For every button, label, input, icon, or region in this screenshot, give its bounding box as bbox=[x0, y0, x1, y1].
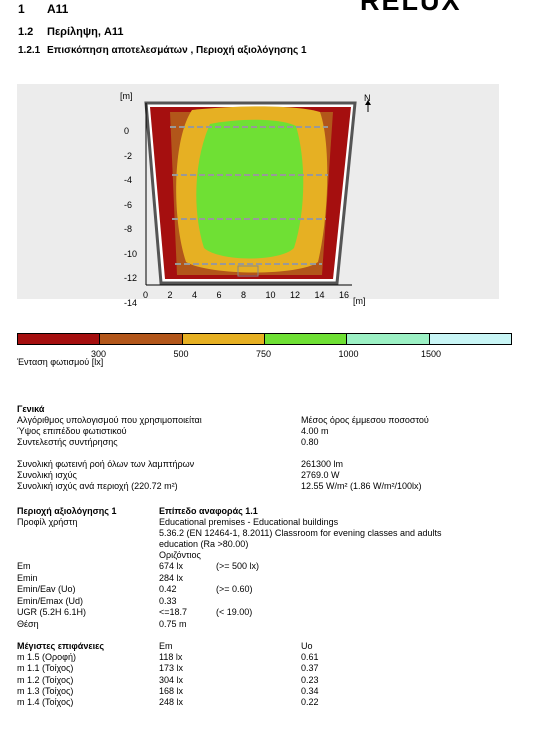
surface-uo: 0.61 bbox=[301, 652, 319, 662]
surface-name: m 1.3 (Τοίχος) bbox=[17, 685, 74, 696]
general-row-value: 4.00 m bbox=[301, 426, 329, 436]
y-tick-label: -8 bbox=[124, 224, 133, 234]
x-tick-label: 12 bbox=[290, 290, 301, 300]
profile-label: Προφίλ χρήστη bbox=[17, 517, 78, 527]
north-arrow-head bbox=[365, 100, 371, 105]
surface-em: 304 lx bbox=[159, 674, 184, 685]
surfaces-col-em: Em bbox=[159, 641, 173, 651]
x-tick-label: 0 bbox=[143, 290, 149, 300]
x-tick-label: 6 bbox=[216, 290, 222, 300]
evaluation-value: 0.33 bbox=[159, 595, 177, 606]
subsection-number: 1.2.1 bbox=[18, 45, 41, 56]
reference-plane-heading: Επίπεδο αναφοράς 1.1 bbox=[159, 506, 258, 516]
surface-name: m 1.2 (Τοίχος) bbox=[17, 674, 74, 685]
scale-segment bbox=[429, 334, 511, 344]
section-title: Περίληψη, A11 bbox=[47, 26, 124, 38]
surface-em: 173 lx bbox=[159, 663, 184, 674]
y-tick-label: -6 bbox=[124, 199, 133, 210]
general-row-value: 2769.0 W bbox=[301, 470, 340, 480]
x-tick-label: 8 bbox=[241, 290, 247, 300]
surface-name: m 1.1 (Τοίχος) bbox=[17, 663, 74, 674]
zone-750-1000 bbox=[196, 119, 304, 259]
evaluation-heading: Περιοχή αξιολόγησης 1 bbox=[17, 506, 117, 516]
chapter-title: A11 bbox=[47, 2, 69, 16]
surface-uo: 0.22 bbox=[301, 697, 319, 708]
evaluation-value: 0.42 bbox=[159, 584, 177, 594]
surface-name: m 1.5 (Οροφή) bbox=[17, 652, 76, 662]
north-label: N bbox=[364, 93, 371, 103]
profile-line: Educational premises - Educational build… bbox=[159, 517, 339, 527]
y-unit-label: [m] bbox=[120, 91, 133, 101]
x-tick-label: 2 bbox=[167, 290, 173, 300]
evaluation-value: 674 lx bbox=[159, 561, 184, 571]
x-tick-label: 16 bbox=[339, 290, 350, 300]
evaluation-value: 284 lx bbox=[159, 572, 184, 583]
surfaces-heading: Μέγιστες επιφάνειες bbox=[17, 641, 105, 651]
surface-em: 118 lx bbox=[159, 652, 183, 662]
y-tick-label: -4 bbox=[124, 175, 133, 185]
profile-line: education (Ra >80.00) bbox=[159, 539, 249, 549]
surface-em: 248 lx bbox=[159, 697, 184, 708]
subsection-title: Επισκόπηση αποτελεσμάτων , Περιοχή αξιολ… bbox=[47, 45, 307, 56]
general-row-value: Μέσος όρος έμμεσου ποσοστού bbox=[301, 415, 429, 425]
y-tick-label: -14 bbox=[124, 297, 138, 308]
scale-label: 1500 bbox=[421, 349, 442, 359]
evaluation-label: UGR (5.2H 6.1H) bbox=[17, 607, 87, 617]
evaluation-value: 0.75 m bbox=[159, 618, 187, 629]
general-row-value: 12.55 W/m² (1.86 W/m²/100lx) bbox=[301, 481, 422, 491]
scale-label: 1000 bbox=[338, 349, 359, 359]
scale-segment bbox=[100, 334, 183, 344]
x-tick-label: 4 bbox=[192, 290, 198, 300]
scale-label: 750 bbox=[256, 349, 272, 359]
relux-logo: RELUX bbox=[360, 0, 462, 16]
y-tick-label: -2 bbox=[124, 150, 133, 161]
general-heading: Γενικά bbox=[17, 404, 45, 414]
surface-uo: 0.23 bbox=[301, 674, 319, 685]
general-row-label: Αλγόριθμος υπολογισμού που χρησιμοποιείτ… bbox=[17, 415, 202, 425]
illuminance-color-scale bbox=[17, 333, 512, 345]
evaluation-label: Emin/Emax (Ud) bbox=[17, 595, 84, 606]
chapter-number: 1 bbox=[18, 2, 25, 16]
scale-segment bbox=[182, 334, 265, 344]
general-row-value: 261300 lm bbox=[301, 459, 344, 469]
scale-segment bbox=[347, 334, 430, 344]
evaluation-label: Em bbox=[17, 561, 31, 571]
evaluation-label: Θέση bbox=[17, 618, 39, 629]
general-row-value: 0.80 bbox=[301, 437, 319, 447]
general-row-label: Συνολική ισχύς ανά περιοχή (220.72 m²) bbox=[17, 481, 178, 491]
x-unit-label: [m] bbox=[353, 296, 366, 306]
general-row-label: Συνολική φωτεινή ροή όλων των λαμπτήρων bbox=[17, 459, 195, 469]
luminaire-rows bbox=[170, 126, 328, 265]
scale-label: 300 bbox=[91, 349, 107, 359]
general-row-label: Ύψος επιπέδου φωτιστικού bbox=[17, 426, 127, 436]
profile-line: Οριζόντιος bbox=[159, 550, 201, 560]
evaluation-value: <=18.7 bbox=[159, 607, 188, 617]
scale-label: 500 bbox=[173, 349, 189, 359]
x-tick-label: 10 bbox=[265, 290, 276, 300]
general-row-label: Συντελεστής συντήρησης bbox=[17, 437, 118, 447]
evaluation-label: Emin/Eav (Uo) bbox=[17, 584, 76, 594]
evaluation-requirement: (< 19.00) bbox=[216, 607, 253, 617]
scale-segment bbox=[264, 334, 348, 344]
evaluation-label: Emin bbox=[17, 572, 38, 583]
y-tick-label: -12 bbox=[124, 273, 138, 283]
x-tick-label: 14 bbox=[314, 290, 325, 300]
profile-line: 5.36.2 (EN 12464-1, 8.2011) Classroom fo… bbox=[159, 528, 442, 538]
y-tick-label: 0 bbox=[124, 126, 130, 136]
door-marker bbox=[237, 265, 259, 277]
surfaces-col-uo: Uo bbox=[301, 641, 313, 651]
surface-em: 168 lx bbox=[159, 685, 184, 696]
section-number: 1.2 bbox=[18, 26, 34, 38]
evaluation-requirement: (>= 0.60) bbox=[216, 584, 253, 594]
scale-segment bbox=[18, 334, 101, 344]
surface-uo: 0.37 bbox=[301, 663, 319, 674]
general-row-label: Συνολική ισχύς bbox=[17, 470, 77, 480]
surface-name: m 1.4 (Τοίχος) bbox=[17, 697, 74, 708]
scale-caption: Ένταση φωτισμού [lx] bbox=[17, 357, 104, 367]
y-tick-label: -10 bbox=[124, 248, 138, 259]
surface-uo: 0.34 bbox=[301, 685, 319, 696]
evaluation-requirement: (>= 500 lx) bbox=[216, 561, 260, 571]
